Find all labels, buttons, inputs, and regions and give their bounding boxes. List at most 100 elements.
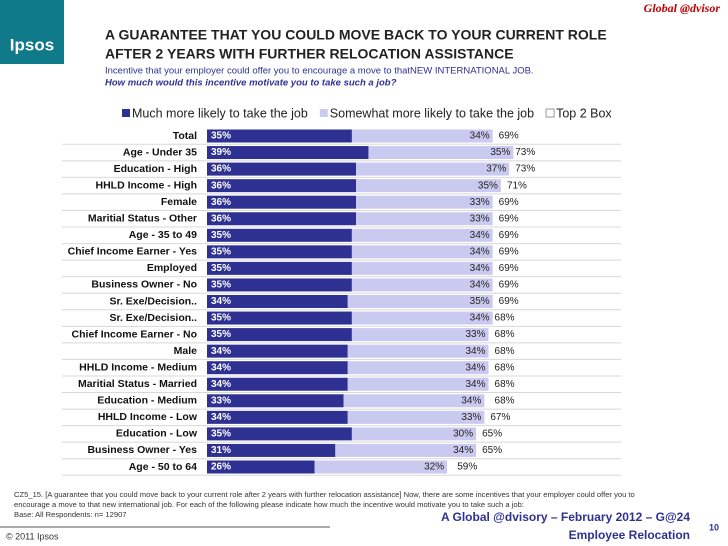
value-label: 31%	[211, 445, 231, 456]
total-label: 69%	[499, 131, 519, 142]
bar-segment	[368, 146, 514, 160]
total-label: 68%	[495, 313, 515, 324]
title-line: AFTER 2 YEARS WITH FURTHER RELOCATION AS…	[105, 46, 514, 62]
bar-segment	[347, 344, 489, 358]
value-label: 33%	[461, 412, 481, 423]
value-label: 36%	[211, 197, 231, 208]
category-label: Chief Income Earner - No	[72, 328, 197, 340]
bar-segment	[351, 129, 493, 143]
bar-segment	[356, 162, 510, 176]
category-label: HHLD Income - High	[96, 179, 198, 191]
bar-segment	[356, 212, 493, 226]
total-label: 69%	[499, 246, 519, 257]
category-label: Maritial Status - Married	[78, 378, 197, 390]
value-label: 39%	[211, 147, 231, 158]
bar-segment	[356, 179, 501, 193]
total-label: 69%	[499, 230, 519, 241]
bar-segment	[351, 427, 477, 441]
total-label: 65%	[482, 445, 502, 456]
bar-segment	[207, 427, 352, 441]
bar-segment	[207, 278, 352, 292]
page-number: 10	[709, 522, 719, 532]
value-label: 35%	[490, 147, 510, 158]
category-label: Sr. Exe/Decision..	[109, 312, 197, 324]
question: How much would this incentive motivate y…	[105, 78, 397, 89]
bar-segment	[347, 361, 489, 375]
value-label: 34%	[461, 395, 481, 406]
value-label: 34%	[211, 379, 231, 390]
bar-segment	[335, 443, 477, 457]
bar-segment	[207, 377, 348, 391]
bar-segment	[351, 261, 493, 275]
total-label: 68%	[495, 379, 515, 390]
value-label: 35%	[211, 230, 231, 241]
value-label: 35%	[211, 246, 231, 257]
footer-title: A Global @dvisory – February 2012 – G@24	[441, 510, 690, 524]
category-label: HHLD Income - Low	[98, 411, 198, 423]
category-label: Business Owner - No	[91, 279, 197, 291]
value-label: 34%	[470, 246, 490, 257]
total-label: 59%	[457, 462, 477, 473]
category-label: HHLD Income - Medium	[79, 361, 197, 373]
bar-segment	[347, 295, 493, 308]
bar-segment	[207, 410, 348, 424]
footnote: encourage a move to that new internation…	[14, 500, 524, 509]
category-label: Maritial Status - Other	[88, 213, 197, 225]
logo: Ipsos	[10, 35, 54, 54]
category-label: Age - 50 to 64	[129, 461, 197, 473]
legend-swatch	[122, 109, 130, 117]
value-label: 37%	[486, 164, 506, 175]
value-label: 34%	[211, 412, 231, 423]
total-label: 69%	[499, 296, 519, 307]
total-label: 68%	[495, 329, 515, 340]
value-label: 33%	[211, 395, 231, 406]
legend-label: Somewhat more likely to take the job	[330, 106, 534, 120]
title-line: A GUARANTEE THAT YOU COULD MOVE BACK TO …	[105, 27, 607, 43]
value-label: 35%	[211, 280, 231, 291]
value-label: 34%	[211, 346, 231, 357]
value-label: 35%	[211, 329, 231, 340]
value-label: 35%	[211, 429, 231, 440]
bar-segment	[207, 361, 348, 375]
value-label: 34%	[470, 263, 490, 274]
total-label: 67%	[490, 412, 510, 423]
category-label: Sr. Exe/Decision..	[109, 295, 197, 307]
bar-segment	[207, 394, 344, 408]
value-label: 35%	[211, 313, 231, 324]
bar-segment	[347, 410, 485, 424]
category-label: Total	[173, 130, 197, 142]
value-label: 34%	[466, 362, 486, 373]
category-label: Education - High	[114, 163, 197, 175]
legend-label: Much more likely to take the job	[132, 106, 308, 120]
value-label: 36%	[211, 213, 231, 224]
value-label: 33%	[470, 197, 490, 208]
legend-label: Top 2 Box	[556, 106, 612, 120]
bar-segment	[207, 328, 352, 342]
footnote: CZ5_15. [A guarantee that you could move…	[14, 490, 635, 499]
bar-segment	[207, 443, 336, 457]
bar-segment	[207, 179, 357, 193]
bar-segment	[351, 228, 493, 242]
total-label: 73%	[515, 147, 535, 158]
total-label: 71%	[507, 180, 527, 191]
total-label: 65%	[482, 429, 502, 440]
copyright: © 2011 Ipsos	[6, 531, 59, 541]
bar-segment	[207, 460, 315, 474]
legend-swatch	[319, 109, 328, 117]
value-label: 30%	[453, 429, 473, 440]
logo-box	[0, 0, 64, 64]
value-label: 34%	[466, 379, 486, 390]
total-label: 69%	[499, 280, 519, 291]
value-label: 34%	[470, 280, 490, 291]
bar-segment	[207, 228, 352, 242]
bar-segment	[347, 377, 489, 391]
bar-segment	[351, 311, 493, 325]
category-label: Employed	[147, 262, 197, 274]
bar-segment	[356, 195, 493, 209]
bar-segment	[207, 129, 352, 143]
value-label: 32%	[424, 462, 444, 473]
category-label: Age - Under 35	[123, 146, 197, 158]
category-label: Business Owner - Yes	[87, 444, 197, 456]
category-label: Education - Medium	[97, 395, 197, 407]
